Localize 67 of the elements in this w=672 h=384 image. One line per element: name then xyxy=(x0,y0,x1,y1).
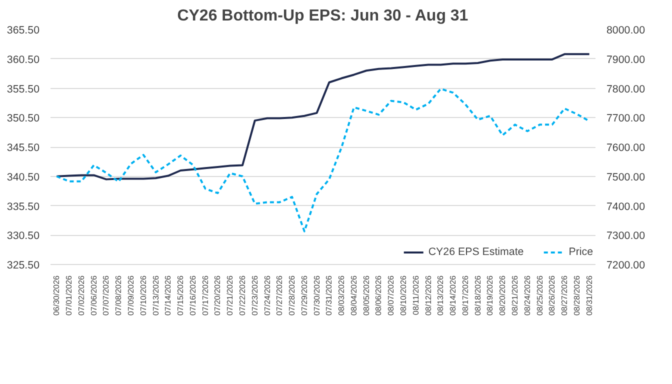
x-tick-label: 08/10/2026 xyxy=(399,274,408,316)
legend-label: Price xyxy=(568,246,593,258)
y2-tick-label: 7500.00 xyxy=(606,171,646,184)
x-tick-label: 08/26/2026 xyxy=(548,274,557,316)
y2-tick-label: 7400.00 xyxy=(606,200,646,213)
x-tick-label: 08/31/2026 xyxy=(584,274,594,316)
x-tick-label: 07/22/2026 xyxy=(238,274,247,316)
y2-tick-label: 7600.00 xyxy=(606,142,646,154)
y-tick-label: 350.50 xyxy=(6,112,40,125)
x-tick-label: 08/27/2026 xyxy=(560,274,570,316)
x-tick-label: 07/27/2026 xyxy=(275,274,284,316)
x-tick-label: 07/24/2026 xyxy=(262,274,272,316)
x-tick-label: 06/30/2026 xyxy=(52,274,62,316)
x-tick-label: 08/04/2026 xyxy=(349,274,358,316)
x-tick-label: 07/30/2026 xyxy=(312,274,322,316)
x-tick-label: 08/20/2026 xyxy=(498,274,508,316)
x-tick-label: 07/06/2026 xyxy=(89,274,98,316)
y2-tick-label: 7900.00 xyxy=(606,54,646,66)
x-tick-label: 08/21/2026 xyxy=(510,274,520,316)
x-tick-label: 07/08/2026 xyxy=(114,274,124,316)
x-tick-label: 08/14/2026 xyxy=(448,274,458,316)
x-tick-label: 07/28/2026 xyxy=(288,274,297,316)
x-tick-label: 08/13/2026 xyxy=(436,274,446,316)
x-tick-label: 08/25/2026 xyxy=(535,274,544,316)
x-tick-label: 08/12/2026 xyxy=(424,274,433,316)
line-series xyxy=(56,53,590,180)
x-tick-label: 07/02/2026 xyxy=(76,274,86,316)
y-tick-label: 340.50 xyxy=(6,171,40,184)
y-tick-label: 345.50 xyxy=(6,142,40,154)
y-tick-label: 325.50 xyxy=(6,260,40,272)
y-tick-label: 335.50 xyxy=(6,200,40,213)
x-tick-label: 08/28/2026 xyxy=(572,274,582,316)
y2-tick-label: 7800.00 xyxy=(606,83,646,96)
x-tick-label: 07/15/2026 xyxy=(176,274,186,316)
y2-tick-label: 7300.00 xyxy=(606,230,646,242)
x-tick-label: 07/07/2026 xyxy=(102,274,111,316)
x-tick-label: 07/14/2026 xyxy=(164,274,173,316)
x-tick-label: 07/09/2026 xyxy=(126,274,136,316)
y2-tick-label: 8000.00 xyxy=(606,24,646,36)
legend-label: CY26 EPS Estimate xyxy=(428,246,524,258)
x-tick-label: 08/24/2026 xyxy=(522,274,532,316)
x-tick-label: 08/18/2026 xyxy=(473,274,482,316)
x-tick-label: 08/11/2026 xyxy=(411,274,420,315)
x-tick-label: 07/01/2026 xyxy=(64,274,74,316)
x-tick-label: 08/19/2026 xyxy=(486,274,495,316)
x-tick-label: 08/05/2026 xyxy=(362,274,371,316)
y-tick-label: 330.50 xyxy=(6,230,40,242)
x-tick-label: 07/31/2026 xyxy=(324,274,334,316)
y-tick-label: 360.50 xyxy=(6,54,40,66)
x-tick-label: 07/17/2026 xyxy=(200,274,210,316)
y2-tick-label: 7700.00 xyxy=(606,112,646,125)
x-tick-label: 07/29/2026 xyxy=(300,274,309,316)
x-tick-label: 07/23/2026 xyxy=(250,274,260,316)
x-tick-label: 07/13/2026 xyxy=(151,274,160,316)
x-tick-label: 08/07/2026 xyxy=(386,274,396,316)
x-tick-label: 08/06/2026 xyxy=(374,274,384,316)
x-tick-label: 07/21/2026 xyxy=(226,274,235,316)
line-series xyxy=(56,88,590,232)
x-tick-label: 08/03/2026 xyxy=(337,274,346,316)
x-tick-label: 07/20/2026 xyxy=(213,274,222,316)
x-tick-label: 07/16/2026 xyxy=(188,274,198,316)
x-tick-label: 08/17/2026 xyxy=(460,274,470,316)
chart-title: CY26 Bottom-Up EPS: Jun 30 - Aug 31 xyxy=(177,8,468,24)
y-tick-label: 355.50 xyxy=(6,83,40,96)
x-tick-label: 07/10/2026 xyxy=(138,274,148,316)
y2-tick-label: 7200.00 xyxy=(606,260,646,272)
y-tick-label: 365.50 xyxy=(6,24,40,36)
